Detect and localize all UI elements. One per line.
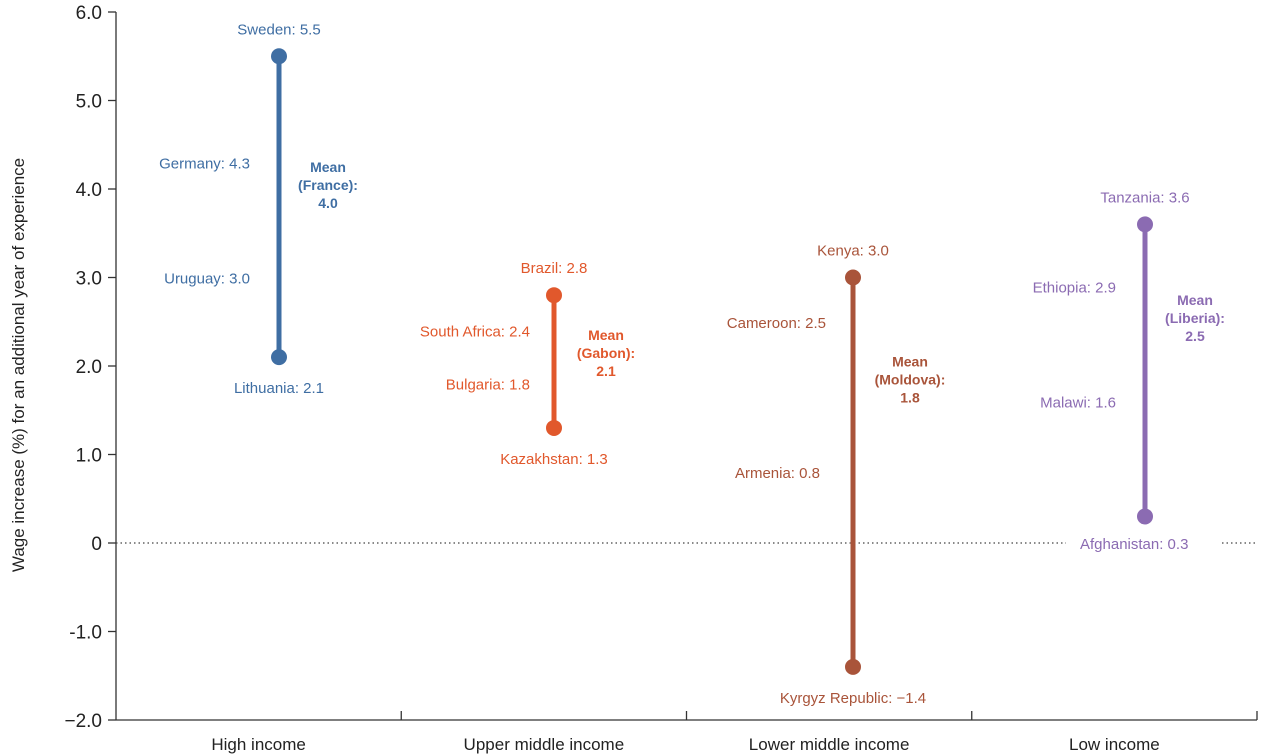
point-label: Kyrgyz Republic: −1.4 bbox=[780, 690, 926, 707]
x-category-label: Low income bbox=[1069, 735, 1160, 754]
range-endpoint-marker bbox=[546, 287, 562, 304]
series-lower-middle-income: Kenya: 3.0 Cameroon: 2.5 Armenia: 0.8 Kyrgy… bbox=[727, 243, 946, 707]
mean-label: Mean (Gabon): 2.1 bbox=[577, 327, 635, 379]
series-high-income: Sweden: 5.5 Germany: 4.3 Uruguay: 3.0 Lithu… bbox=[159, 21, 358, 397]
series-group: Sweden: 5.5 Germany: 4.3 Uruguay: 3.0 Lithu… bbox=[159, 21, 1225, 707]
x-category-label: Upper middle income bbox=[464, 735, 625, 754]
mean-label-line: (Moldova): bbox=[875, 372, 946, 388]
y-tick-label: 0 bbox=[91, 534, 102, 555]
mean-label-line: Mean bbox=[588, 327, 624, 343]
y-tick-label: 5.0 bbox=[76, 92, 102, 113]
x-category-label: High income bbox=[211, 735, 306, 754]
mean-label-line: (Liberia): bbox=[1165, 310, 1225, 326]
mean-label: Mean (France): 4.0 bbox=[298, 159, 358, 211]
mean-label-line: (Gabon): bbox=[577, 345, 635, 361]
axes: 6.0 5.0 4.0 3.0 2.0 1.0 0 -1.0 −2.0 High income Up… bbox=[64, 3, 1258, 754]
point-label: South Africa: 2.4 bbox=[420, 324, 530, 341]
point-label: Bulgaria: 1.8 bbox=[446, 377, 530, 394]
series-upper-middle-income: Brazil: 2.8 South Africa: 2.4 Bulgaria: 1.… bbox=[420, 260, 635, 468]
y-axis-title: Wage increase (%) for an additional year… bbox=[9, 158, 28, 572]
x-category-label: Lower middle income bbox=[749, 735, 910, 754]
mean-label-line: 2.5 bbox=[1185, 328, 1205, 344]
point-label: Brazil: 2.8 bbox=[521, 260, 588, 277]
point-label: Afghanistan: 0.3 bbox=[1080, 536, 1188, 553]
point-label: Tanzania: 3.6 bbox=[1100, 189, 1189, 206]
mean-label-line: Mean bbox=[310, 159, 346, 175]
range-endpoint-marker bbox=[845, 269, 861, 286]
range-endpoint-marker bbox=[271, 48, 287, 65]
point-label: Uruguay: 3.0 bbox=[164, 271, 250, 288]
mean-label: Mean (Liberia): 2.5 bbox=[1165, 292, 1225, 344]
y-tick-label: 4.0 bbox=[76, 180, 102, 201]
range-endpoint-marker bbox=[271, 349, 287, 366]
point-label: Kazakhstan: 1.3 bbox=[500, 451, 608, 468]
point-label: Lithuania: 2.1 bbox=[234, 380, 324, 397]
range-endpoint-marker bbox=[845, 658, 861, 675]
point-label: Sweden: 5.5 bbox=[237, 21, 320, 38]
point-label: Malawi: 1.6 bbox=[1040, 394, 1116, 411]
mean-label-line: Mean bbox=[1177, 292, 1213, 308]
mean-label-line: 4.0 bbox=[318, 195, 338, 211]
y-tick-label: 3.0 bbox=[76, 269, 102, 290]
mean-label: Mean (Moldova): 1.8 bbox=[875, 354, 946, 406]
series-low-income: Tanzania: 3.6 Ethiopia: 2.9 Malawi: 1.6 Afg… bbox=[1033, 189, 1225, 553]
point-label: Ethiopia: 2.9 bbox=[1033, 279, 1116, 296]
y-tick-label: 2.0 bbox=[76, 357, 102, 378]
range-endpoint-marker bbox=[546, 419, 562, 436]
mean-label-line: 2.1 bbox=[596, 363, 616, 379]
mean-label-line: Mean bbox=[892, 354, 928, 370]
point-label: Kenya: 3.0 bbox=[817, 243, 889, 260]
y-tick-label: -1.0 bbox=[69, 623, 102, 644]
point-label: Cameroon: 2.5 bbox=[727, 315, 826, 332]
mean-label-line: 1.8 bbox=[900, 390, 920, 406]
range-endpoint-marker bbox=[1137, 508, 1153, 525]
y-tick-label: −2.0 bbox=[64, 711, 102, 732]
point-label: Armenia: 0.8 bbox=[735, 465, 820, 482]
y-tick-label: 1.0 bbox=[76, 446, 102, 467]
mean-label-line: (France): bbox=[298, 177, 358, 193]
point-label: Germany: 4.3 bbox=[159, 155, 250, 172]
range-endpoint-marker bbox=[1137, 216, 1153, 233]
y-tick-label: 6.0 bbox=[76, 3, 102, 24]
